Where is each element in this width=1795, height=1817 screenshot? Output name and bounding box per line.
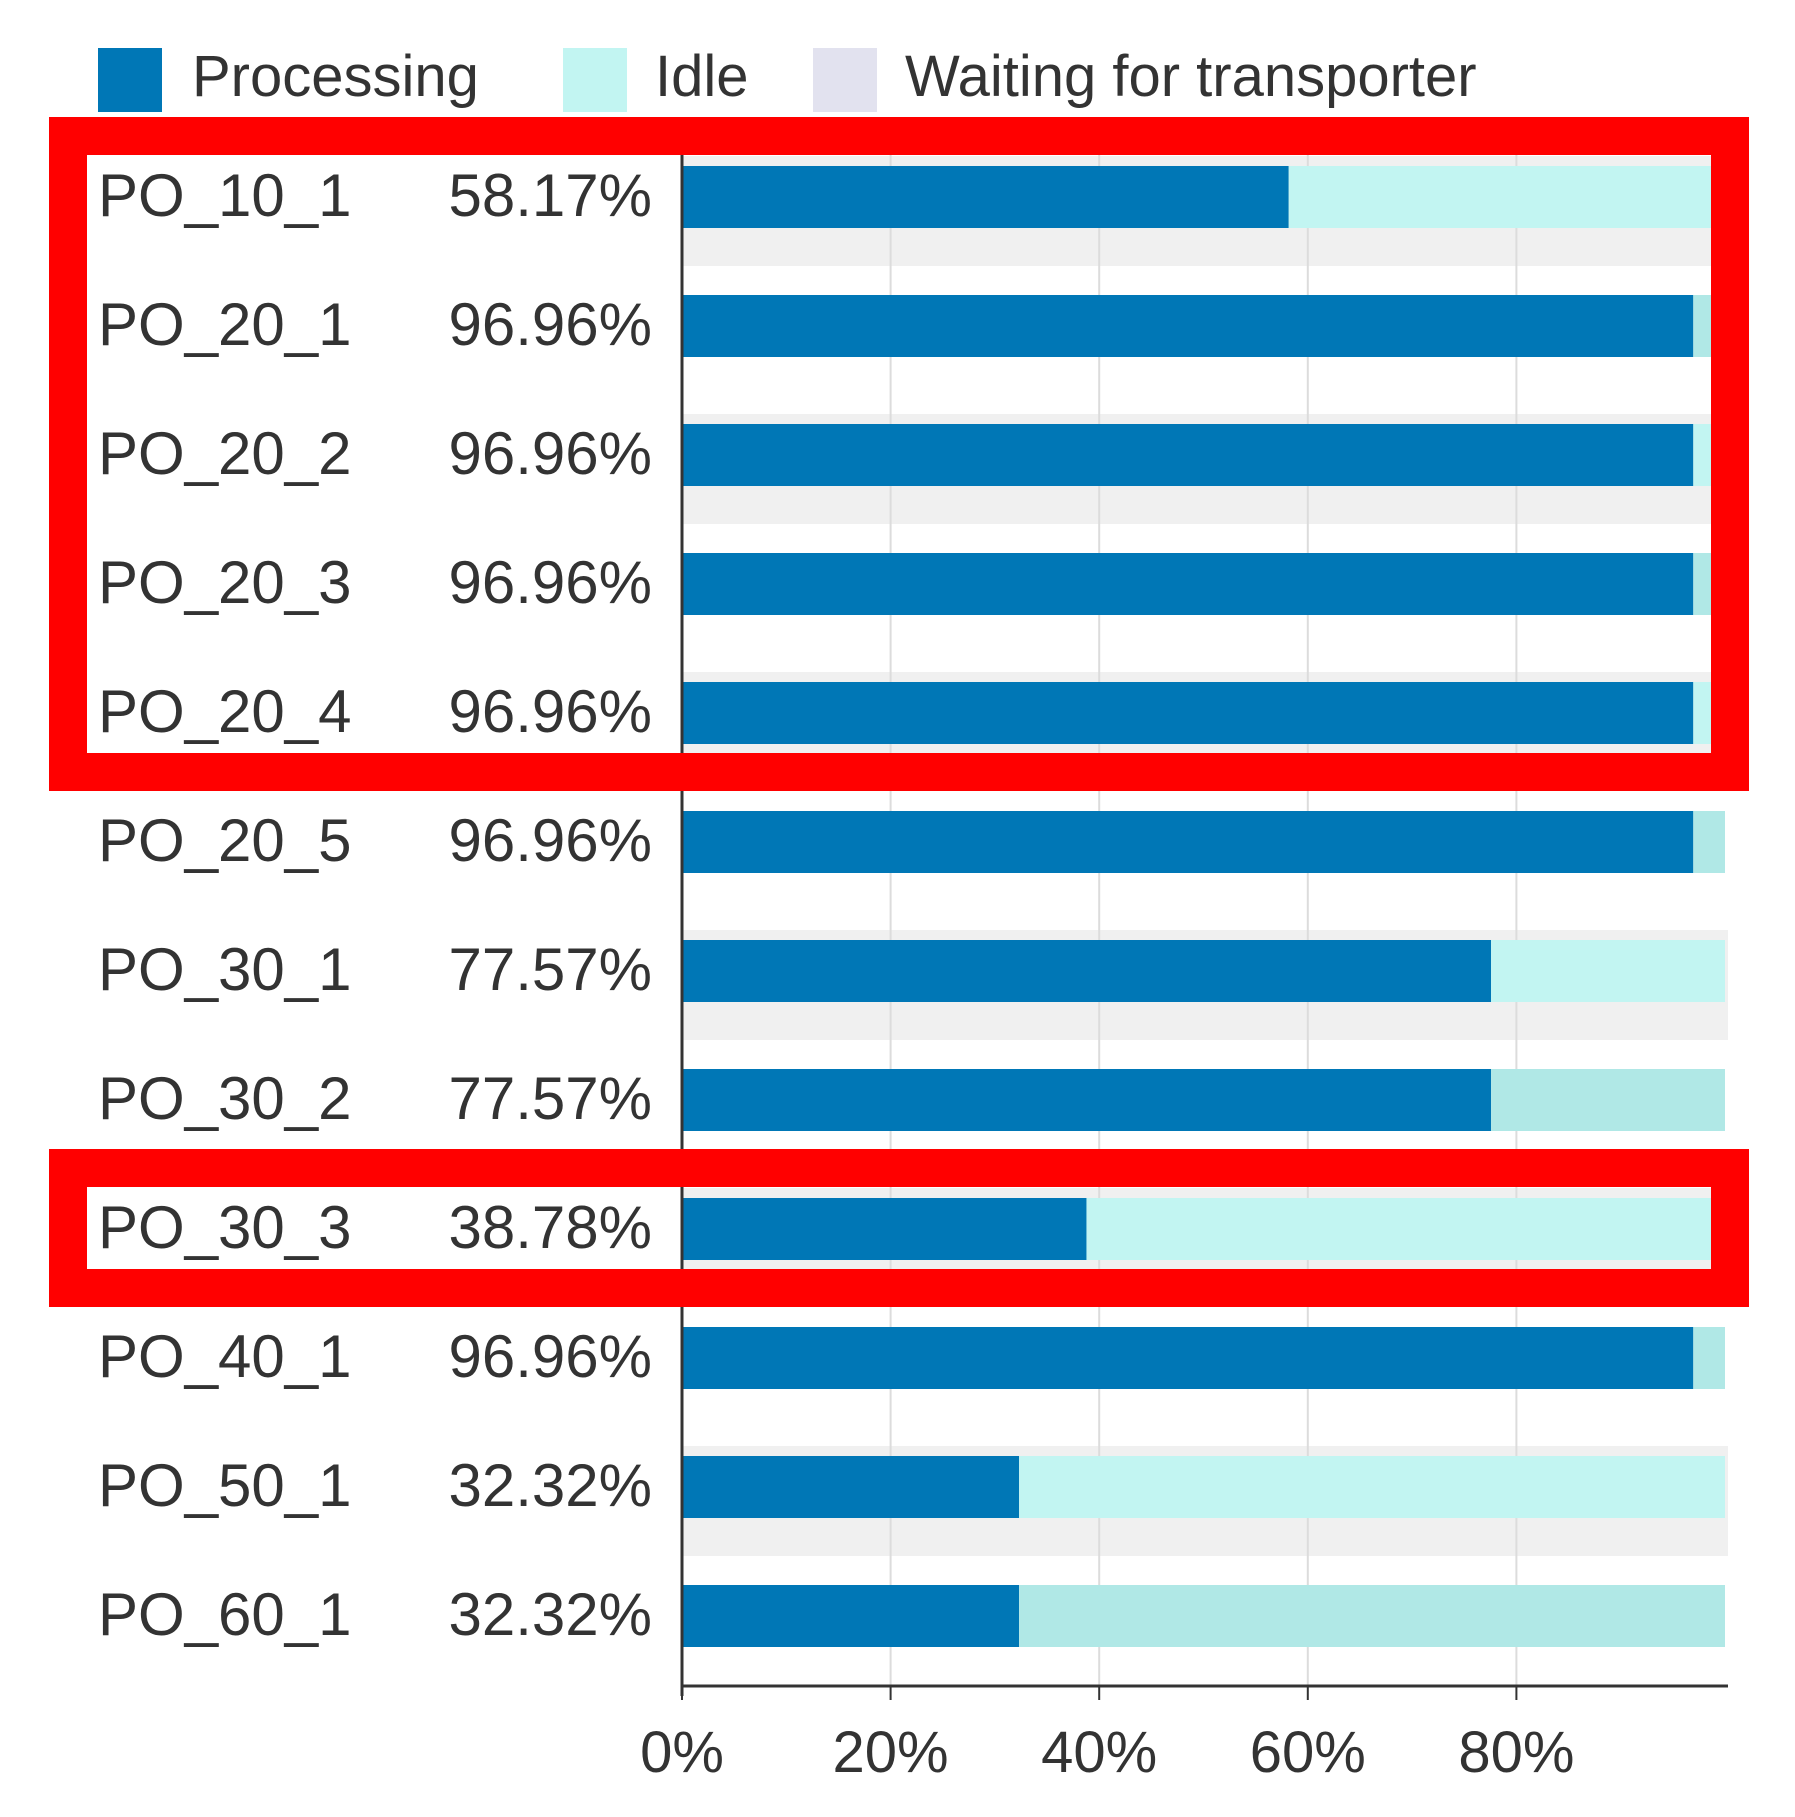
value-label-PO_30_2: 77.57% — [449, 1065, 653, 1132]
value-label-PO_20_1: 96.96% — [449, 291, 653, 358]
legend-label-idle: Idle — [655, 44, 749, 109]
row-labels: PO_10_1 58.17% PO_20_1 96.96% PO_20_2 96.96% P… — [98, 162, 652, 1648]
legend-swatch-waiting-for-transporter — [813, 48, 877, 112]
bar-processing-PO_20_4 — [682, 682, 1694, 744]
row-label-PO_20_2: PO_20_2 — [98, 420, 352, 487]
bar-idle-PO_60_1 — [1019, 1585, 1725, 1647]
row-label-PO_30_2: PO_30_2 — [98, 1065, 352, 1132]
row-label-PO_20_4: PO_20_4 — [98, 678, 352, 745]
value-label-PO_40_1: 96.96% — [449, 1323, 653, 1390]
x-tick-label: 60% — [1250, 1720, 1366, 1785]
bar-processing-PO_20_2 — [682, 424, 1694, 486]
bar-processing-PO_50_1 — [682, 1456, 1020, 1518]
bar-processing-PO_30_1 — [682, 940, 1492, 1002]
axes: 0% 20% 40% 60% 80% — [640, 150, 1728, 1785]
bar-processing-PO_60_1 — [682, 1585, 1020, 1647]
value-label-PO_30_1: 77.57% — [449, 936, 653, 1003]
highlight-box-1 — [49, 117, 1749, 791]
bar-processing-PO_10_1 — [682, 166, 1289, 228]
value-label-PO_20_2: 96.96% — [449, 420, 653, 487]
bar-idle-PO_10_1 — [1288, 166, 1725, 228]
row-label-PO_30_1: PO_30_1 — [98, 936, 352, 1003]
row-label-PO_20_3: PO_20_3 — [98, 549, 352, 616]
row-label-PO_20_1: PO_20_1 — [98, 291, 352, 358]
bar-processing-PO_20_5 — [682, 811, 1694, 873]
legend-label-waiting-for-transporter: Waiting for transporter — [905, 44, 1477, 109]
value-label-PO_20_4: 96.96% — [449, 678, 653, 745]
bar-idle-PO_30_1 — [1491, 940, 1725, 1002]
value-label-PO_20_3: 96.96% — [449, 549, 653, 616]
legend-label-processing: Processing — [192, 44, 479, 109]
bars — [682, 166, 1725, 1647]
row-label-PO_40_1: PO_40_1 — [98, 1323, 352, 1390]
legend: Processing Idle Waiting for transporter — [98, 44, 1477, 112]
bar-idle-PO_40_1 — [1693, 1327, 1725, 1389]
gridlines — [889, 150, 1518, 1686]
legend-swatch-processing — [98, 48, 162, 112]
row-label-PO_60_1: PO_60_1 — [98, 1581, 352, 1648]
row-label-PO_30_3: PO_30_3 — [98, 1194, 352, 1261]
bar-processing-PO_20_3 — [682, 553, 1694, 615]
bar-processing-PO_20_1 — [682, 295, 1694, 357]
value-label-PO_30_3: 38.78% — [449, 1194, 653, 1261]
row-label-PO_20_5: PO_20_5 — [98, 807, 352, 874]
highlight-box-2 — [49, 1149, 1749, 1307]
row-label-PO_50_1: PO_50_1 — [98, 1452, 352, 1519]
value-label-PO_50_1: 32.32% — [449, 1452, 653, 1519]
x-tick-label: 40% — [1041, 1720, 1157, 1785]
x-tick-label: 0% — [640, 1720, 724, 1785]
value-label-PO_60_1: 32.32% — [449, 1581, 653, 1648]
x-tick-label: 80% — [1458, 1720, 1574, 1785]
legend-swatch-idle — [563, 48, 627, 112]
bar-idle-PO_30_2 — [1491, 1069, 1725, 1131]
row-label-PO_10_1: PO_10_1 — [98, 162, 352, 229]
bar-processing-PO_30_2 — [682, 1069, 1492, 1131]
value-label-PO_20_5: 96.96% — [449, 807, 653, 874]
x-tick-label: 20% — [833, 1720, 949, 1785]
bar-processing-PO_40_1 — [682, 1327, 1694, 1389]
bar-processing-PO_30_3 — [682, 1198, 1087, 1260]
bar-idle-PO_50_1 — [1019, 1456, 1725, 1518]
bar-idle-PO_20_5 — [1693, 811, 1725, 873]
highlight-boxes — [49, 117, 1749, 1307]
bar-idle-PO_30_3 — [1086, 1198, 1725, 1260]
value-label-PO_10_1: 58.17% — [449, 162, 653, 229]
